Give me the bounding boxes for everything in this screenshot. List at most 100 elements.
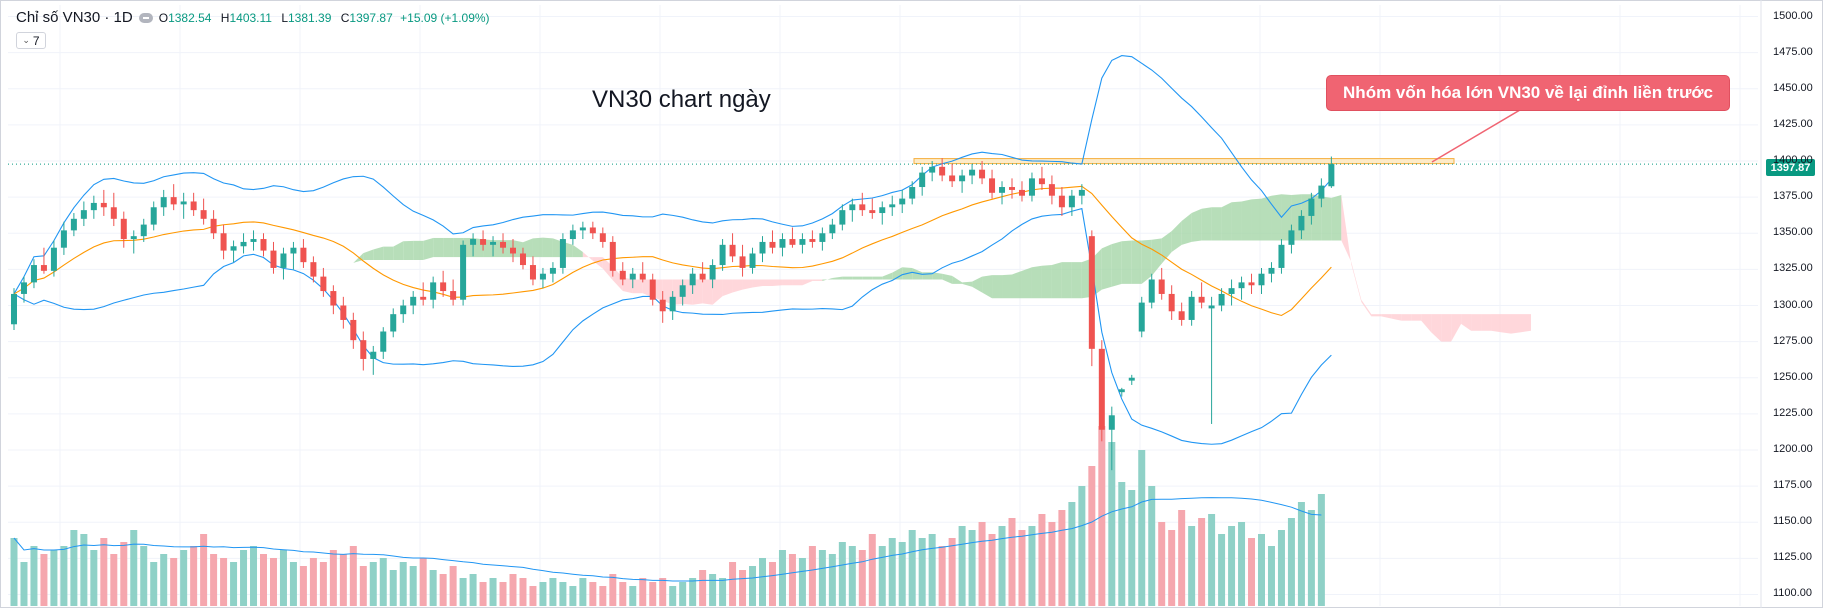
callout-annotation[interactable]: Nhóm vốn hóa lớn VN30 về lại đỉnh liền t… (1326, 75, 1730, 111)
volume-bar (1248, 538, 1256, 606)
ichimoku-cloud-segment (323, 271, 334, 276)
ichimoku-cloud-segment (403, 240, 414, 260)
volume-bar (639, 578, 647, 606)
candle-body (330, 291, 337, 306)
candle-body (979, 169, 986, 179)
ichimoku-cloud-segment (832, 276, 843, 280)
ichimoku-cloud-segment (932, 272, 943, 280)
candle-body (599, 233, 606, 242)
volume-bar (220, 558, 228, 606)
candle-body (829, 224, 836, 234)
volume-bar (389, 570, 397, 606)
ichimoku-cloud-segment (1021, 267, 1032, 299)
candle-body (669, 296, 676, 312)
volume-bar (1178, 510, 1186, 606)
volume-bar (479, 582, 487, 606)
ichimoku-cloud-segment (1241, 199, 1252, 241)
price-tick-label: 1275.00 (1773, 334, 1813, 347)
volume-bar (399, 562, 407, 606)
ichimoku-cloud-segment (1361, 299, 1372, 317)
price-tick-label: 1225.00 (1773, 406, 1813, 419)
candle-body (510, 247, 516, 254)
candle-body (679, 285, 686, 297)
volume-bar (1088, 466, 1096, 606)
volume-bar (1297, 502, 1305, 606)
volume-bar (858, 550, 866, 606)
volume-bar (868, 534, 876, 606)
volume-bar (1238, 522, 1246, 606)
ichimoku-cloud-segment (343, 262, 354, 266)
candle-body (1088, 236, 1095, 349)
volume-bar (838, 542, 846, 606)
volume-bar (419, 558, 427, 606)
candle-body (100, 202, 107, 208)
volume-bar (948, 538, 956, 606)
ichimoku-cloud-segment (1251, 198, 1262, 241)
volume-bar (299, 566, 307, 606)
volume-bar (429, 570, 437, 606)
price-tick-label: 1400.00 (1773, 154, 1813, 167)
volume-bar (1078, 486, 1086, 606)
ichimoku-cloud-segment (333, 265, 344, 272)
candle-body (1138, 302, 1145, 332)
chart-legend: Chỉ số VN30 · 1D O1382.54 H1403.11 L1381… (16, 9, 490, 26)
candle-body (300, 247, 307, 263)
symbol-title[interactable]: Chỉ số VN30 · 1D (16, 9, 133, 26)
indicators-collapse-button[interactable]: ⌄ 7 (16, 32, 46, 49)
volume-bar (1307, 510, 1315, 606)
candle-body (1318, 185, 1325, 199)
ichimoku-cloud-segment (602, 257, 613, 281)
candle-body (579, 227, 586, 231)
ichimoku-cloud-segment (872, 276, 883, 280)
volume-bar (818, 550, 826, 606)
volume-bar (1218, 534, 1226, 606)
volume-bar (309, 558, 317, 606)
price-tick-label: 1450.00 (1773, 81, 1813, 94)
candle-body (320, 276, 327, 292)
volume-bar (629, 586, 637, 606)
ichimoku-cloud-segment (752, 279, 763, 288)
volume-bar (439, 574, 447, 606)
candle-body (210, 218, 217, 234)
volume-bar (559, 582, 567, 606)
volume-bar (1168, 530, 1176, 606)
candle-body (909, 187, 916, 199)
candle-body (609, 241, 616, 271)
candle-body (130, 236, 137, 240)
ichimoku-cloud-segment (742, 279, 753, 290)
candle-body (769, 241, 776, 248)
price-tick-label: 1375.00 (1773, 190, 1813, 203)
volume-bar (569, 586, 577, 606)
volume-bar (100, 538, 108, 606)
volume-bar (200, 534, 208, 606)
candle-body (160, 197, 167, 208)
candle-body (759, 241, 766, 254)
close-value: 1397.87 (349, 10, 393, 25)
volume-bar (938, 546, 946, 606)
volume-bar (1148, 486, 1156, 606)
candle-body (470, 239, 477, 245)
ichimoku-cloud-segment (862, 276, 873, 280)
volume-bar (649, 582, 657, 606)
ichimoku-cloud-segment (942, 273, 953, 284)
ichimoku-cloud-segment (433, 237, 444, 258)
volume-bar (988, 534, 996, 606)
candle-body (959, 175, 966, 182)
ichimoku-cloud-segment (1012, 270, 1022, 299)
candle-body (989, 178, 996, 193)
volume-bar (539, 582, 547, 606)
ichimoku-cloud-segment (1321, 196, 1332, 241)
chart-annotation-title[interactable]: VN30 chart ngày (592, 86, 771, 113)
ichimoku-cloud-segment (1111, 241, 1122, 287)
candle-body (480, 239, 487, 245)
volume-bar (898, 542, 906, 606)
ichimoku-cloud-segment (1261, 195, 1272, 241)
price-tick-label: 1175.00 (1773, 479, 1812, 492)
ichimoku-cloud-segment (542, 237, 553, 258)
ichimoku-cloud-segment (1371, 314, 1382, 317)
indicators-count: 7 (32, 33, 40, 48)
candle-body (1158, 279, 1165, 294)
volume-bar (40, 554, 48, 606)
candle-body (589, 227, 596, 234)
